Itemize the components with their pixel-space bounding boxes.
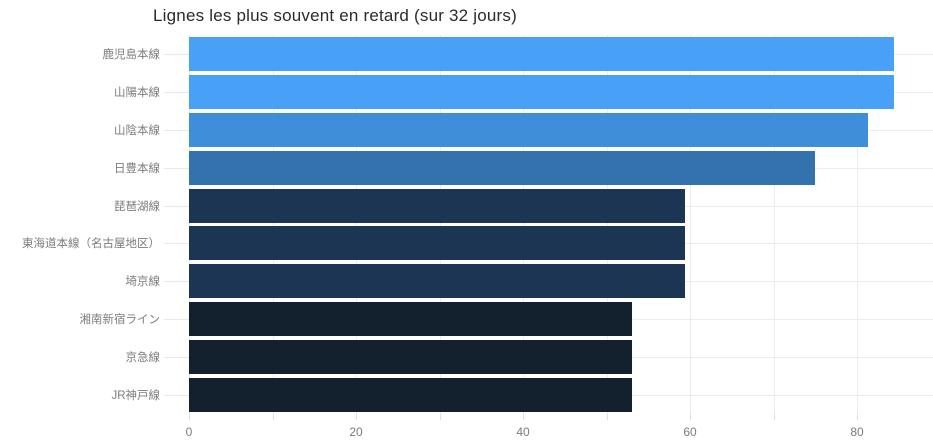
y-axis-tick [164, 319, 189, 321]
y-axis-tick [164, 91, 189, 93]
bar [189, 150, 816, 185]
x-axis-tick [690, 414, 691, 420]
x-axis-tick [523, 414, 524, 420]
y-axis-category-label: 鹿児島本線 [102, 48, 161, 61]
v-gridline [606, 35, 608, 414]
y-axis-category-label: JR神戸線 [111, 390, 160, 403]
v-gridline [523, 35, 524, 414]
y-axis-tick [164, 53, 189, 55]
y-axis-category-label: 埼京線 [125, 276, 161, 289]
bar [189, 112, 868, 147]
y-axis-tick [164, 129, 189, 131]
bar [189, 74, 894, 109]
bar [189, 264, 685, 299]
y-axis-tick [164, 281, 189, 283]
x-axis-tick [272, 414, 274, 420]
x-axis-tick [189, 414, 190, 420]
y-axis-tick [164, 243, 189, 245]
chart-title: Lignes les plus souvent en retard (sur 3… [153, 6, 517, 25]
y-axis-category-label: 東海道本線（名古屋地区） [22, 238, 160, 251]
bar [189, 36, 894, 71]
x-axis-tick-label: 20 [349, 425, 363, 439]
v-gridline [773, 35, 775, 414]
y-axis-category-label: 山陽本線 [114, 86, 160, 99]
y-axis-category-label: 日豊本線 [114, 162, 160, 175]
x-axis-tick [439, 414, 441, 420]
x-axis-tick [773, 414, 775, 420]
bar [189, 302, 633, 337]
y-axis-tick [164, 357, 189, 359]
x-axis-tick [606, 414, 608, 420]
v-gridline [356, 35, 357, 414]
y-axis-tick [164, 205, 189, 207]
bar [189, 226, 685, 261]
bar [189, 188, 685, 223]
x-axis-tick [356, 414, 357, 420]
y-axis-tick [164, 395, 189, 397]
v-gridline [690, 35, 691, 414]
x-axis-tick-label: 0 [185, 425, 193, 439]
v-gridline [857, 35, 858, 414]
y-axis-category-label: 京急線 [125, 352, 161, 365]
bar [189, 378, 633, 413]
plot-area: 0 20 40 60 80 [186, 35, 933, 439]
y-axis-tick [164, 167, 189, 169]
v-gridline [272, 35, 274, 414]
y-axis-line [189, 35, 190, 414]
v-gridline [439, 35, 441, 414]
bar [189, 340, 633, 375]
x-axis-tick-label: 40 [516, 425, 530, 439]
y-axis-category-label: 琵琶湖線 [114, 200, 160, 213]
x-axis-tick-label: 80 [850, 425, 864, 439]
x-axis-tick [857, 414, 858, 420]
x-axis-tick-label: 60 [683, 425, 697, 439]
y-axis-category-label: 山陰本線 [114, 124, 160, 137]
y-axis-category-label: 湘南新宿ライン [79, 314, 161, 327]
